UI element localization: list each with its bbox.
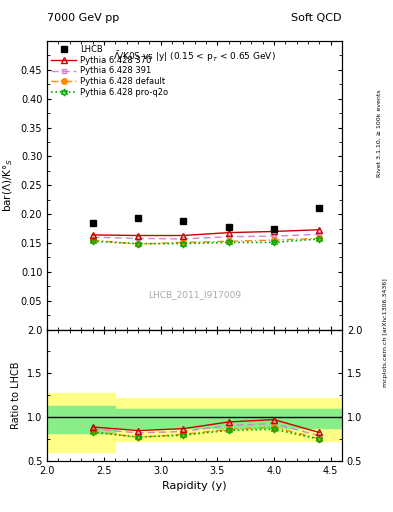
Pythia 6.428 default [181,239,185,245]
Line: LHCB: LHCB [90,206,322,231]
Text: LHCB_2011_I917009: LHCB_2011_I917009 [148,290,241,300]
Text: Rivet 3.1.10, ≥ 100k events: Rivet 3.1.10, ≥ 100k events [377,89,382,177]
Pythia 6.428 pro-q2o [272,239,276,245]
Text: Soft QCD: Soft QCD [292,13,342,23]
Pythia 6.428 pro-q2o [317,236,321,242]
LHCB [226,224,231,230]
Pythia 6.428 391 [272,233,276,239]
Y-axis label: Ratio to LHCB: Ratio to LHCB [11,361,21,429]
Line: Pythia 6.428 pro-q2o: Pythia 6.428 pro-q2o [89,236,323,247]
Line: Pythia 6.428 391: Pythia 6.428 391 [90,232,321,241]
LHCB [181,218,185,224]
Pythia 6.428 370 [226,229,231,236]
Pythia 6.428 pro-q2o [90,238,95,244]
Pythia 6.428 default [272,237,276,243]
Pythia 6.428 391 [181,236,185,242]
Pythia 6.428 391 [90,234,95,240]
Pythia 6.428 default [136,241,140,247]
Pythia 6.428 pro-q2o [136,241,140,247]
Text: $\bar{\Lambda}$/K0S vs |y| (0.15 < p$_T$ < 0.65 GeV): $\bar{\Lambda}$/K0S vs |y| (0.15 < p$_T$… [113,50,276,65]
Line: Pythia 6.428 370: Pythia 6.428 370 [90,227,322,238]
Legend: LHCB, Pythia 6.428 370, Pythia 6.428 391, Pythia 6.428 default, Pythia 6.428 pro: LHCB, Pythia 6.428 370, Pythia 6.428 391… [50,44,170,98]
Pythia 6.428 default [317,236,321,242]
LHCB [317,205,321,211]
Pythia 6.428 370 [181,232,185,239]
Pythia 6.428 default [226,238,231,244]
LHCB [272,225,276,231]
Pythia 6.428 370 [136,232,140,239]
Pythia 6.428 default [90,237,95,243]
Pythia 6.428 391 [317,231,321,238]
Pythia 6.428 pro-q2o [226,239,231,245]
LHCB [90,220,95,226]
Pythia 6.428 370 [272,228,276,234]
Pythia 6.428 pro-q2o [181,241,185,247]
LHCB [136,215,140,221]
Line: Pythia 6.428 default: Pythia 6.428 default [90,236,322,247]
Pythia 6.428 370 [90,232,95,238]
Text: mcplots.cern.ch [arXiv:1306.3436]: mcplots.cern.ch [arXiv:1306.3436] [383,279,387,387]
X-axis label: Rapidity (y): Rapidity (y) [162,481,227,491]
Y-axis label: bar(Λ)/K°$_S$: bar(Λ)/K°$_S$ [2,158,15,212]
Pythia 6.428 391 [136,236,140,242]
Pythia 6.428 391 [226,233,231,240]
Pythia 6.428 370 [317,227,321,233]
Text: 7000 GeV pp: 7000 GeV pp [47,13,119,23]
